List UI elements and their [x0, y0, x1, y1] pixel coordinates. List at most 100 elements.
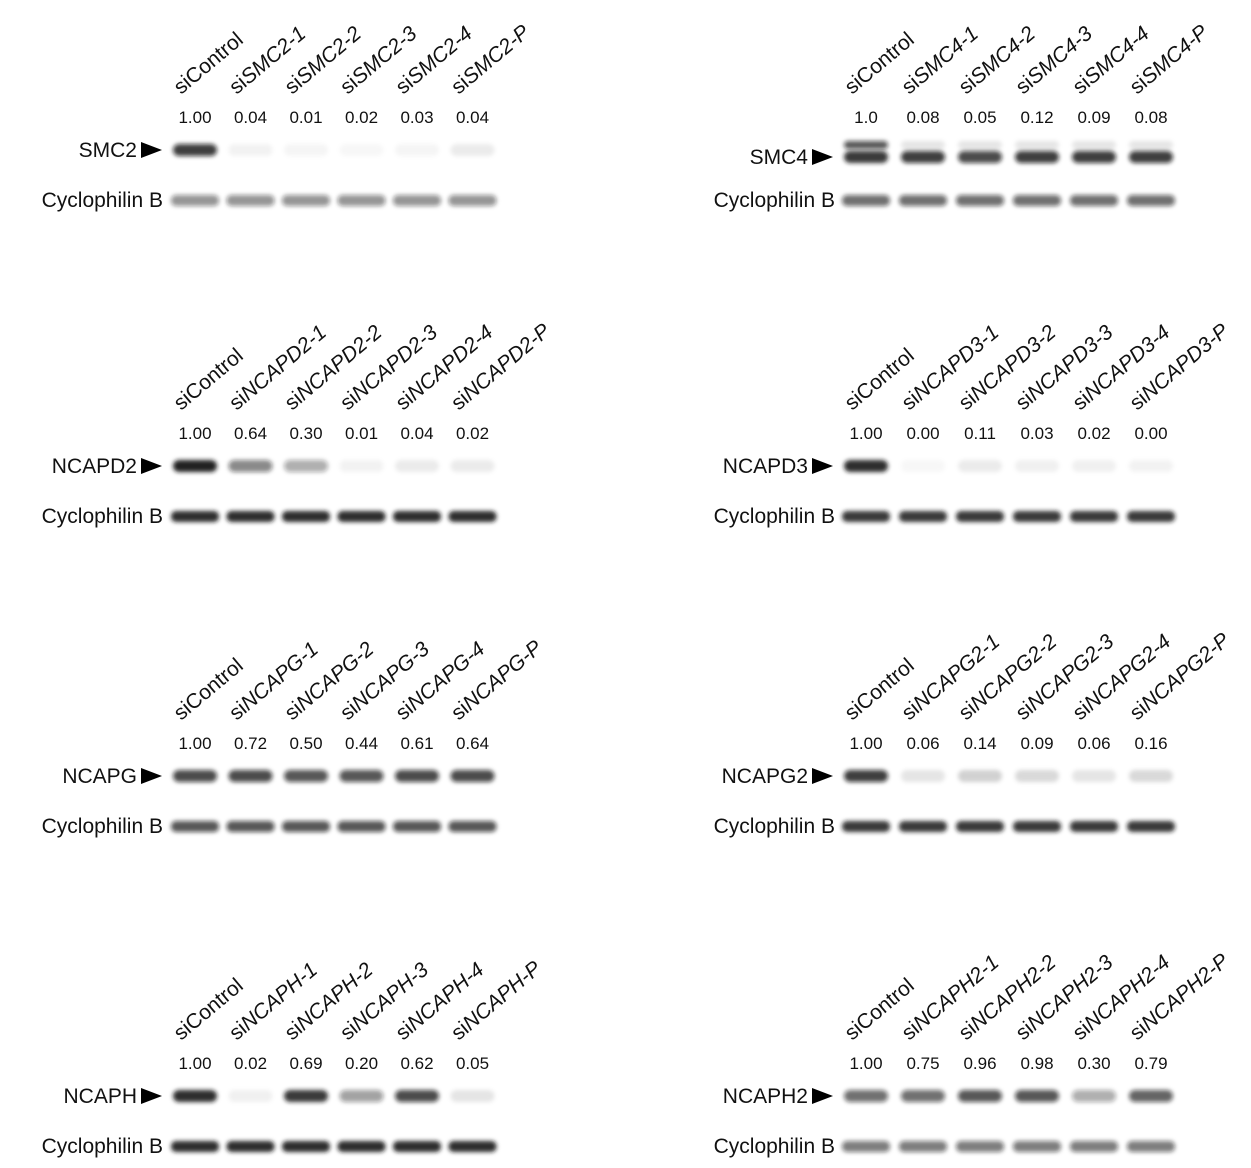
target-band	[340, 460, 384, 472]
quantification: 0.09	[1020, 734, 1053, 753]
lane-name: SMC2-P	[459, 20, 535, 89]
arrowhead	[812, 1088, 833, 1104]
target-label: NCAPH2	[723, 1085, 808, 1108]
quantification: 0.06	[1077, 734, 1110, 753]
loading-label: Cyclophilin B	[42, 815, 163, 838]
loading-band	[956, 511, 1004, 522]
target-band	[958, 460, 1002, 472]
target-band	[284, 770, 328, 782]
target-band	[395, 460, 439, 472]
target-band	[395, 1090, 439, 1102]
lane-label: siNCAPG2-1	[897, 630, 1004, 725]
quantification: 0.14	[963, 734, 996, 753]
target-band	[844, 770, 888, 782]
quantification: 0.03	[1020, 424, 1053, 443]
quantification: 0.30	[1077, 1054, 1110, 1073]
quantification: 0.72	[234, 734, 267, 753]
lane-label: siNCAPD3-1	[897, 321, 1003, 415]
loading-band	[227, 511, 275, 522]
loading-band	[282, 821, 330, 832]
quantification: 0.05	[963, 108, 996, 127]
target-label: NCAPH	[63, 1085, 137, 1108]
quantification: 0.05	[456, 1054, 489, 1073]
target-band	[958, 141, 1002, 149]
quantification: 0.02	[456, 424, 489, 443]
lane-name: SMC4-P	[1137, 20, 1213, 89]
target-band	[173, 460, 217, 472]
blot-panel: siControl1.00siNCAPD2-10.64siNCAPD2-20.3…	[42, 319, 555, 528]
target-band	[901, 460, 945, 472]
lane-label: siNCAPG2-4	[1068, 630, 1175, 725]
target-band	[1129, 141, 1173, 149]
lane-label: siNCAPG2-P	[1125, 628, 1234, 724]
loading-band	[1127, 821, 1175, 832]
quantification: 0.00	[1134, 424, 1167, 443]
quantification: 0.79	[1134, 1054, 1167, 1073]
target-band	[1129, 1090, 1173, 1102]
loading-band	[1070, 195, 1118, 206]
loading-band	[956, 821, 1004, 832]
lane-label: siNCAPH2-3	[1011, 950, 1117, 1044]
loading-band	[842, 195, 890, 206]
target-band	[1129, 151, 1173, 163]
quantification: 1.00	[178, 734, 211, 753]
target-band	[958, 1090, 1002, 1102]
target-band	[451, 1090, 495, 1102]
target-band	[1015, 141, 1059, 149]
lane-label: siNCAPH2-2	[954, 950, 1060, 1044]
target-band	[284, 460, 328, 472]
target-band	[1015, 460, 1059, 472]
loading-band	[393, 195, 441, 206]
target-band	[1072, 1090, 1116, 1102]
loading-band	[171, 195, 219, 206]
target-band	[1129, 460, 1173, 472]
target-band	[1072, 460, 1116, 472]
arrowhead	[141, 142, 162, 158]
lane-label: siNCAPH2-1	[897, 951, 1003, 1045]
quantification: 0.69	[289, 1054, 322, 1073]
loading-band	[449, 195, 497, 206]
target-label: NCAPG	[62, 765, 137, 788]
target-band	[844, 151, 888, 163]
loading-label: Cyclophilin B	[714, 815, 835, 838]
quantification: 0.08	[906, 108, 939, 127]
target-band	[844, 1090, 888, 1102]
target-band	[340, 770, 384, 782]
target-band	[173, 1090, 217, 1102]
quantification: 1.0	[854, 108, 878, 127]
loading-band	[449, 821, 497, 832]
figure: siControl1.00siSMC2-10.04siSMC2-20.01siS…	[0, 0, 1251, 1163]
loading-label: Cyclophilin B	[42, 189, 163, 212]
quantification: 0.16	[1134, 734, 1167, 753]
arrowhead	[812, 149, 833, 165]
target-band	[1129, 770, 1173, 782]
loading-band	[1127, 195, 1175, 206]
arrowhead	[141, 1088, 162, 1104]
target-label: SMC2	[79, 139, 137, 162]
target-band	[229, 144, 273, 156]
loading-band	[227, 821, 275, 832]
loading-band	[1013, 1141, 1061, 1152]
quantification: 0.06	[906, 734, 939, 753]
loading-band	[899, 511, 947, 522]
quantification: 0.00	[906, 424, 939, 443]
loading-label: Cyclophilin B	[714, 505, 835, 528]
quantification: 0.08	[1134, 108, 1167, 127]
target-band	[958, 770, 1002, 782]
target-band	[395, 144, 439, 156]
quantification: 0.62	[400, 1054, 433, 1073]
loading-band	[338, 511, 386, 522]
target-band	[284, 144, 328, 156]
loading-band	[899, 195, 947, 206]
blot-panel: siControl1.00siNCAPH2-10.75siNCAPH2-20.9…	[714, 949, 1234, 1158]
lane-label: siNCAPG2-3	[1011, 630, 1118, 725]
target-band	[451, 770, 495, 782]
target-band	[229, 460, 273, 472]
loading-band	[899, 1141, 947, 1152]
lane-label: siNCAPD3-P	[1125, 319, 1233, 415]
loading-label: Cyclophilin B	[714, 189, 835, 212]
quantification: 0.03	[400, 108, 433, 127]
lane-label: siNCAPD3-3	[1011, 320, 1117, 414]
target-band	[173, 144, 217, 156]
loading-band	[1127, 1141, 1175, 1152]
